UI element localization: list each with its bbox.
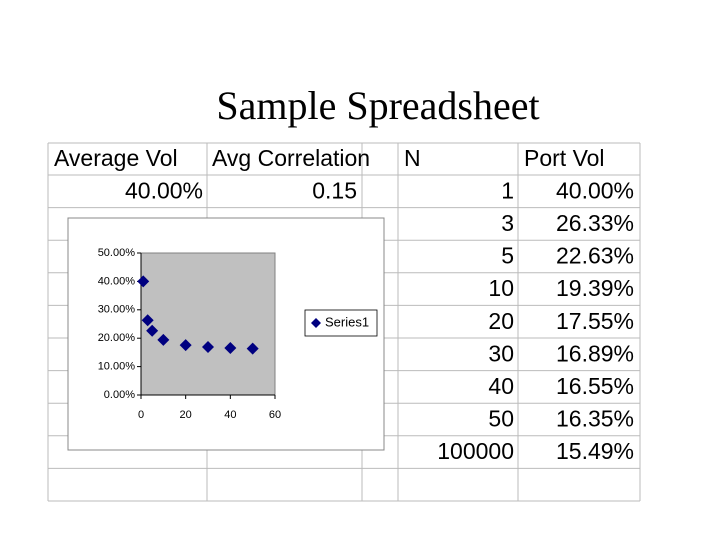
cell-port-vol: 19.39% bbox=[556, 275, 634, 301]
data-point bbox=[137, 275, 150, 288]
x-tick-label: 60 bbox=[269, 409, 281, 421]
column-header: N bbox=[404, 145, 421, 171]
column-header: Port Vol bbox=[524, 145, 605, 171]
cell-n: 3 bbox=[501, 210, 514, 236]
y-tick-label: 50.00% bbox=[98, 247, 136, 259]
data-point bbox=[157, 333, 170, 346]
cell-n: 5 bbox=[501, 243, 514, 269]
spreadsheet-cells: Average Vol Avg Correlation N Port Vol 40.00… bbox=[54, 145, 634, 464]
cell-port-vol: 40.00% bbox=[556, 177, 634, 203]
cell-port-vol: 26.33% bbox=[556, 210, 634, 236]
plot-area bbox=[140, 252, 276, 396]
cell-port-vol: 16.55% bbox=[556, 373, 634, 399]
slide-title: Sample Spreadsheet bbox=[216, 83, 539, 128]
embedded-chart: 0.00% 10.00% 20.00% 30.00% 40.00% 50.00% 0 20 40… bbox=[67, 217, 385, 451]
y-tick-label: 10.00% bbox=[98, 361, 136, 373]
cell-n: 50 bbox=[488, 406, 514, 432]
cell-avg-correlation: 0.15 bbox=[312, 177, 357, 203]
y-tick-label: 20.00% bbox=[98, 332, 136, 344]
data-point bbox=[141, 314, 154, 327]
y-tick-label: 30.00% bbox=[98, 304, 136, 316]
cell-port-vol: 15.49% bbox=[556, 438, 634, 464]
cell-port-vol: 16.89% bbox=[556, 340, 634, 366]
cell-n: 10 bbox=[488, 275, 514, 301]
y-tick-label: 0.00% bbox=[104, 389, 135, 401]
legend-box bbox=[304, 309, 378, 337]
cell-n: 40 bbox=[488, 373, 514, 399]
cell-n: 100000 bbox=[437, 438, 514, 464]
legend-label: Series1 bbox=[325, 314, 369, 329]
column-header: Avg Correlation bbox=[212, 145, 370, 171]
cell-n: 30 bbox=[488, 340, 514, 366]
data-point bbox=[146, 324, 159, 337]
cell-port-vol: 22.63% bbox=[556, 243, 634, 269]
cell-n: 20 bbox=[488, 308, 514, 334]
cell-average-vol: 40.00% bbox=[125, 177, 203, 203]
data-point bbox=[179, 339, 192, 352]
x-tick-label: 0 bbox=[138, 409, 144, 421]
data-point bbox=[246, 342, 259, 355]
x-tick-label: 20 bbox=[180, 409, 192, 421]
y-tick-label: 40.00% bbox=[98, 275, 136, 287]
x-tick-label: 40 bbox=[224, 409, 236, 421]
data-point bbox=[202, 341, 214, 354]
legend-marker bbox=[311, 318, 321, 328]
cell-port-vol: 16.35% bbox=[556, 406, 634, 432]
cell-n: 1 bbox=[501, 177, 514, 203]
data-point bbox=[224, 341, 237, 354]
column-header: Average Vol bbox=[54, 145, 178, 171]
cell-port-vol: 17.55% bbox=[556, 308, 634, 334]
